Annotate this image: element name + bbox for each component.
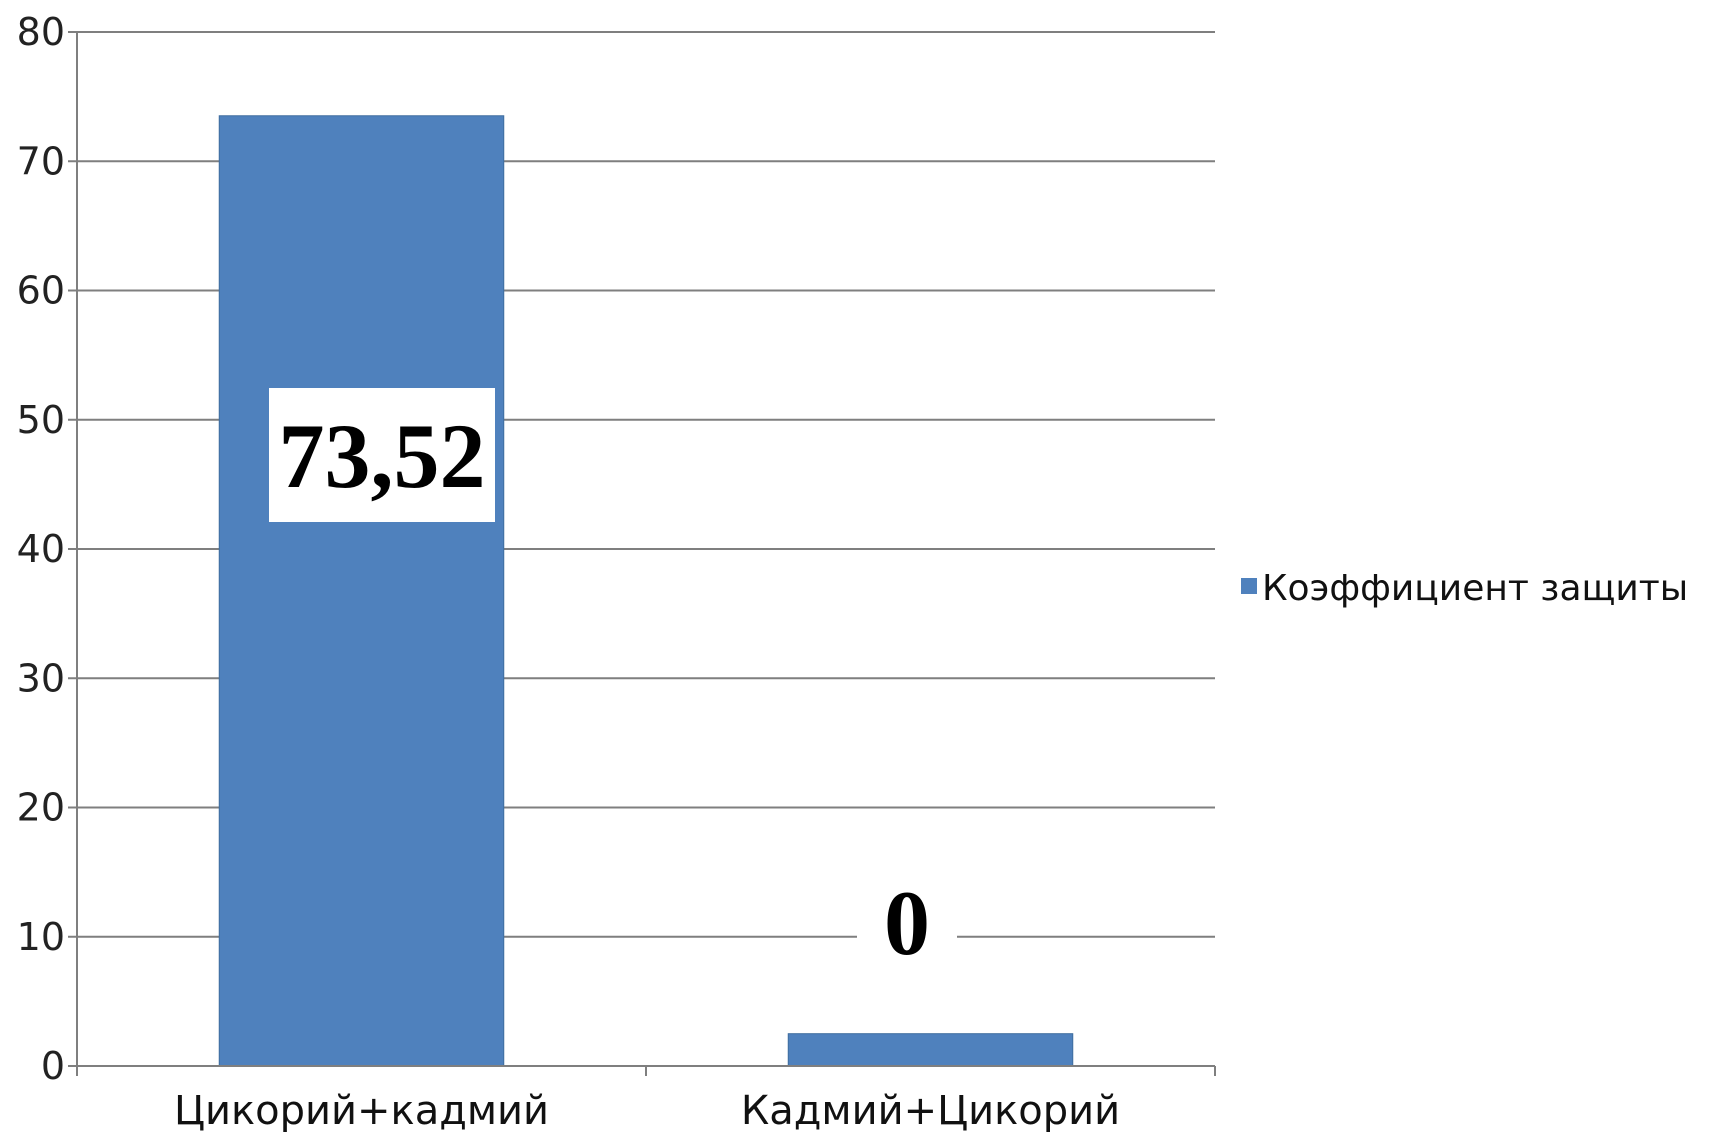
bar xyxy=(787,1033,1074,1067)
bar xyxy=(218,115,505,1067)
y-tick-label: 60 xyxy=(17,269,65,313)
axes xyxy=(68,31,1216,1076)
y-tick-label: 0 xyxy=(41,1044,65,1088)
y-tick-label: 30 xyxy=(17,656,65,700)
y-tick-label: 20 xyxy=(17,786,65,830)
data-label: 0 xyxy=(884,872,930,974)
data-label: 73,52 xyxy=(279,405,486,507)
legend-swatch xyxy=(1241,578,1257,594)
data-label-background xyxy=(857,866,957,978)
category-label: Кадмий+Цикорий xyxy=(741,1088,1120,1132)
y-tick-label: 80 xyxy=(17,10,65,54)
data-label-background xyxy=(269,388,495,522)
y-tick-label: 10 xyxy=(17,915,65,959)
category-label: Цикорий+кадмий xyxy=(174,1088,549,1132)
legend: Коэффициент защиты xyxy=(1241,568,1688,609)
category-labels: Цикорий+кадмий Кадмий+Цикорий xyxy=(174,1088,1120,1132)
y-tick-label: 50 xyxy=(17,398,65,442)
y-tick-label: 40 xyxy=(17,527,65,571)
y-tick-labels: 0 10 20 30 40 50 60 70 80 xyxy=(17,10,65,1088)
legend-label: Коэффициент защиты xyxy=(1262,568,1688,609)
y-tick-label: 70 xyxy=(17,139,65,183)
bars xyxy=(218,115,1074,1067)
data-labels: 73,52 0 xyxy=(269,388,957,978)
